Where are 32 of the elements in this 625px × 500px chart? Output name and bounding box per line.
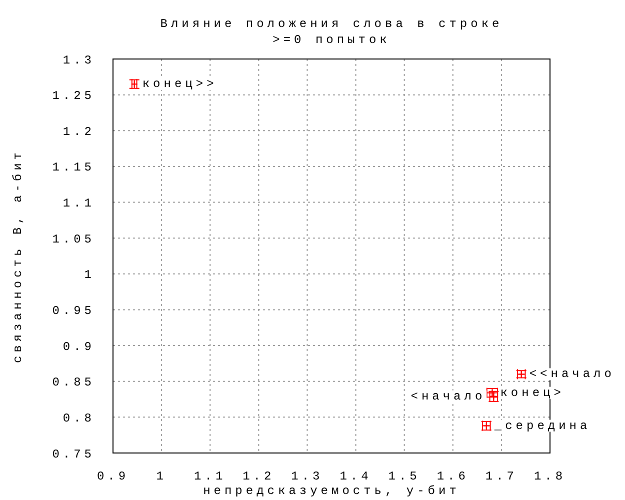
- annotation: <<начало: [529, 367, 615, 382]
- y-tick-label: 0.75: [52, 447, 95, 462]
- y-tick-label: 1.15: [52, 160, 95, 175]
- x-tick-label: 1: [156, 470, 167, 484]
- x-tick-label: 1.7: [485, 470, 518, 484]
- y-tick-label: 1.1: [62, 196, 95, 211]
- y-axis-title: связанность В, а-бит: [11, 148, 25, 364]
- y-tick-label: 0.85: [52, 376, 95, 390]
- y-tick-label: 0.9: [62, 340, 95, 354]
- y-tick-label: 1.25: [52, 89, 95, 104]
- x-tick-label: 1.2: [242, 470, 275, 484]
- x-tick-label: 1.8: [534, 470, 566, 484]
- x-tick-label: 1.4: [340, 470, 372, 484]
- annotation: конец>>: [142, 77, 218, 92]
- y-tick-label: 0.95: [52, 304, 95, 318]
- annotation: _середина: [493, 418, 591, 433]
- x-tick-label: 0.9: [96, 470, 130, 484]
- point: [518, 370, 525, 378]
- y-tick-label: 1.3: [62, 53, 95, 68]
- annotation: <начало: [410, 389, 486, 404]
- chart-subtitle: >=0 попыток: [272, 33, 390, 47]
- y-tick-label: 0.8: [62, 411, 95, 426]
- x-tick-label: 1.5: [388, 470, 420, 484]
- y-tick-label: 1: [84, 268, 95, 282]
- x-axis-title: непредсказуемость, у-бит: [203, 484, 460, 498]
- annotation: конец>: [500, 386, 564, 400]
- x-tick-label: 1.3: [291, 470, 324, 484]
- chart-title: Влияние положения слова в строке: [160, 17, 503, 31]
- x-tick-label: 1.1: [194, 470, 226, 484]
- y-tick-label: 1.05: [52, 232, 95, 246]
- x-tick-label: 1.6: [436, 470, 469, 484]
- y-tick-label: 1.2: [62, 124, 95, 139]
